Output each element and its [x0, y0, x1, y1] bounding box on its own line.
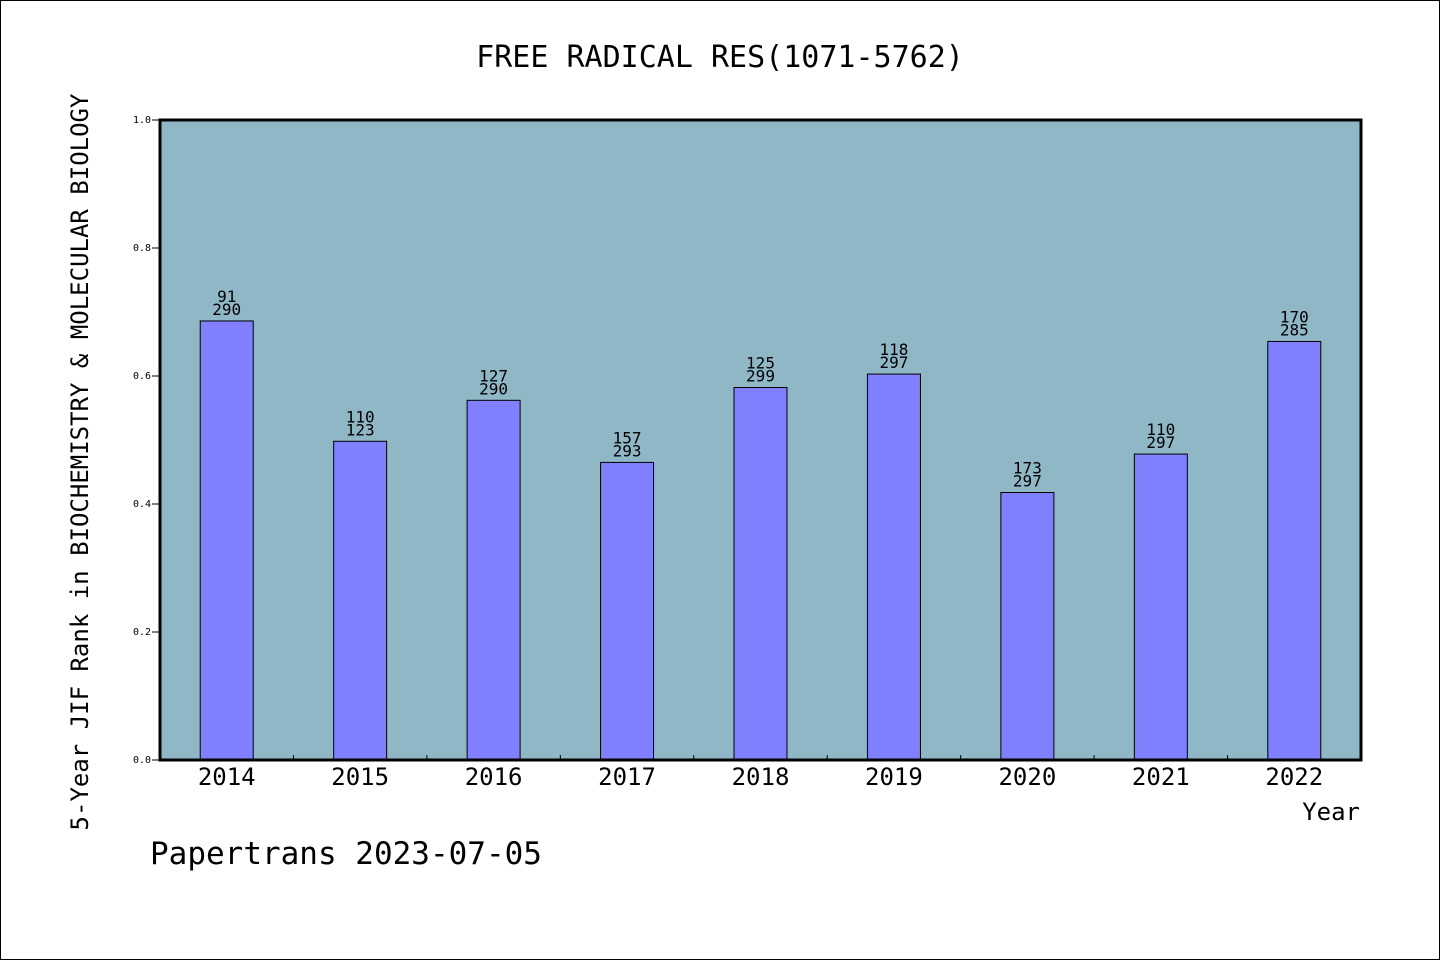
- y-tick-label: 0.8: [133, 243, 151, 254]
- bar-label-rank: 110: [1146, 420, 1175, 439]
- x-tick-label: 2015: [331, 763, 389, 791]
- bar-label-rank: 170: [1280, 307, 1309, 326]
- bar-label-total: 290: [212, 300, 241, 319]
- bar-label-rank: 110: [346, 407, 375, 426]
- bar-label-total: 297: [1146, 433, 1175, 452]
- y-tick-label: 0.0: [133, 755, 151, 766]
- x-tick-label: 2022: [1265, 763, 1323, 791]
- bar-label-rank: 127: [479, 366, 508, 385]
- bar-2014: [199, 320, 254, 761]
- bar-label-total: 123: [346, 420, 375, 439]
- bar-2022: [1267, 340, 1322, 761]
- x-axis-label: Year: [1302, 798, 1360, 826]
- bar-2020: [1000, 491, 1055, 761]
- credit-text: Papertrans 2023-07-05: [150, 836, 542, 872]
- bar-2019: [866, 373, 921, 761]
- bar-label-total: 290: [479, 379, 508, 398]
- bar-label-rank: 173: [1013, 458, 1042, 477]
- bar-label-total: 297: [1013, 471, 1042, 490]
- x-tick-label: 2014: [198, 763, 256, 791]
- bar-label-total: 285: [1280, 320, 1309, 339]
- x-axis: 2014 2015 2016 2017 2018 2019 2020 2021 2022: [198, 755, 1323, 791]
- x-tick-label: 2018: [732, 763, 790, 791]
- bar-label-rank: 118: [879, 340, 908, 359]
- x-tick-label: 2016: [465, 763, 523, 791]
- y-tick-label: 0.2: [133, 627, 151, 638]
- plot-border: [158, 118, 1363, 762]
- bar-2021: [1133, 453, 1188, 761]
- x-tick-label: 2019: [865, 763, 923, 791]
- bar-label-total: 299: [746, 367, 775, 386]
- bar-label-total: 297: [879, 353, 908, 372]
- y-tick-label: 0.4: [133, 499, 151, 510]
- y-axis-label: 5-Year JIF Rank in BIOCHEMISTRY & MOLECU…: [66, 93, 94, 830]
- bar-2017: [600, 461, 655, 761]
- y-axis: 0.0 0.2 0.4 0.6 0.8 1.0: [133, 115, 160, 766]
- y-tick-label: 0.6: [133, 371, 151, 382]
- x-tick-label: 2020: [998, 763, 1056, 791]
- y-tick-label: 1.0: [133, 115, 151, 126]
- bar-label-rank: 91: [217, 287, 236, 306]
- x-tick-label: 2021: [1132, 763, 1190, 791]
- bar-label-total: 293: [613, 441, 642, 460]
- x-tick-label: 2017: [598, 763, 656, 791]
- bar-label-rank: 157: [613, 428, 642, 447]
- chart-title: FREE RADICAL RES(1071-5762): [476, 40, 964, 75]
- bar-2016: [466, 399, 521, 761]
- bars-group: 9129011012312729015729312529911829717329…: [199, 287, 1322, 761]
- bar-label-rank: 125: [746, 354, 775, 373]
- bar-2015: [333, 440, 388, 761]
- bar-2018: [733, 387, 788, 761]
